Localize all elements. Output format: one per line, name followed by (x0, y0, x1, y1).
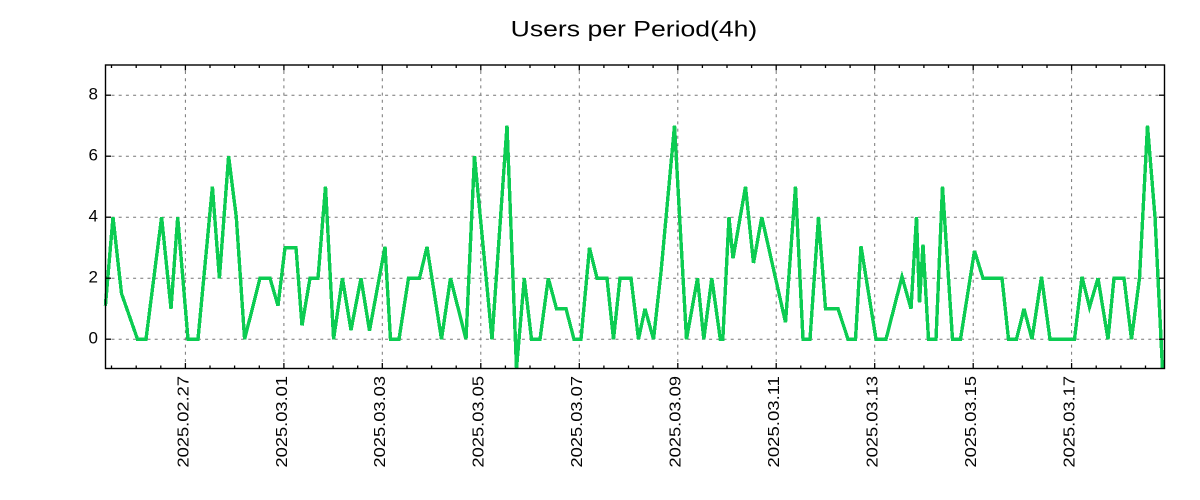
svg-text:0: 0 (89, 328, 98, 347)
svg-text:2025.03.01: 2025.03.01 (274, 376, 291, 468)
svg-text:4: 4 (89, 206, 98, 225)
svg-text:2025.03.17: 2025.03.17 (1062, 376, 1079, 468)
svg-text:2025.03.05: 2025.03.05 (471, 376, 488, 468)
svg-text:8: 8 (89, 84, 98, 103)
svg-text:2: 2 (89, 267, 98, 286)
svg-text:2025.03.03: 2025.03.03 (372, 376, 389, 468)
svg-text:Users per Period(4h): Users per Period(4h) (511, 17, 758, 42)
svg-text:2025.03.07: 2025.03.07 (569, 376, 586, 468)
svg-text:2025.03.11: 2025.03.11 (766, 376, 783, 468)
svg-text:2025.03.13: 2025.03.13 (865, 376, 882, 468)
svg-text:6: 6 (89, 145, 98, 164)
svg-text:2025.03.15: 2025.03.15 (963, 376, 980, 468)
svg-text:2025.02.27: 2025.02.27 (175, 376, 192, 468)
svg-text:2025.03.09: 2025.03.09 (668, 376, 685, 468)
